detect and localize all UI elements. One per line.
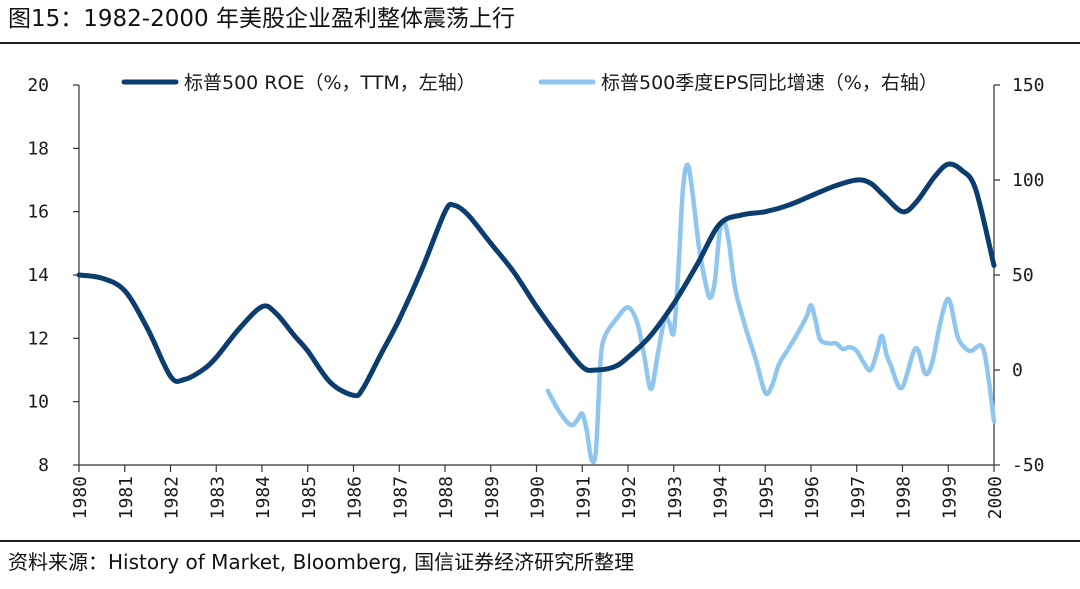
x-tick-label: 1998	[894, 476, 915, 519]
x-tick-label: 1994	[711, 476, 732, 519]
x-tick-label: 1981	[116, 476, 137, 519]
x-tick-label: 1988	[436, 476, 457, 519]
right-tick-label: 50	[1012, 265, 1034, 286]
left-tick-label: 12	[27, 328, 49, 349]
left-tick-label: 20	[27, 75, 49, 96]
series-layer	[76, 161, 997, 465]
right-tick-label: 150	[1012, 75, 1045, 96]
x-tick-label: 1984	[253, 476, 274, 519]
left-tick-label: 10	[27, 392, 49, 413]
source-note: 资料来源：History of Market, Bloomberg, 国信证券经…	[8, 550, 635, 574]
x-tick-label: 1987	[390, 476, 411, 519]
x-tick-label: 1996	[802, 476, 823, 519]
eps-growth-series-line	[545, 162, 997, 465]
left-tick-label: 14	[27, 265, 49, 286]
source-divider	[0, 540, 1080, 542]
left-tick-label: 18	[27, 138, 49, 159]
legend-item-eps-growth-label: 标普500季度EPS同比增速（%，右轴）	[601, 72, 938, 94]
x-tick-label: 1993	[665, 476, 686, 519]
x-tick-label: 1989	[482, 476, 503, 519]
x-tick-label: 1997	[848, 476, 869, 519]
x-tick-label: 1983	[207, 476, 228, 519]
x-tick-label: 1992	[619, 476, 640, 519]
x-tick-label: 1980	[70, 476, 91, 519]
title-divider	[0, 42, 1080, 44]
chart: 8 10 12 14 16 18 20 -50 0 50 100 150 1980 1981 1982 198…	[27, 72, 1044, 519]
right-tick-label: 0	[1012, 360, 1023, 381]
x-tick-label: 1985	[299, 476, 320, 519]
x-tick-label: 1986	[345, 476, 366, 519]
x-tick-label: 1999	[939, 476, 960, 519]
figure-title: 图15：1982-2000 年美股企业盈利整体震荡上行	[8, 6, 515, 32]
x-tick-label: 2000	[985, 476, 1006, 519]
right-tick-label: -50	[1012, 455, 1045, 476]
legend: 标普500 ROE（%，TTM，左轴） 标普500季度EPS同比增速（%，右轴）	[121, 72, 938, 94]
right-tick-label: 100	[1012, 170, 1045, 191]
x-tick-label: 1995	[756, 476, 777, 519]
legend-item-roe-label: 标普500 ROE（%，TTM，左轴）	[184, 72, 476, 94]
x-tick-label: 1982	[162, 476, 183, 519]
roe-series-line	[76, 161, 997, 399]
x-tick-label: 1990	[528, 476, 549, 519]
axes-layer: 8 10 12 14 16 18 20 -50 0 50 100 150 1980 1981 1982 198…	[27, 75, 1044, 519]
left-tick-label: 8	[38, 455, 49, 476]
x-tick-label: 1991	[573, 476, 594, 519]
left-tick-label: 16	[27, 202, 49, 223]
